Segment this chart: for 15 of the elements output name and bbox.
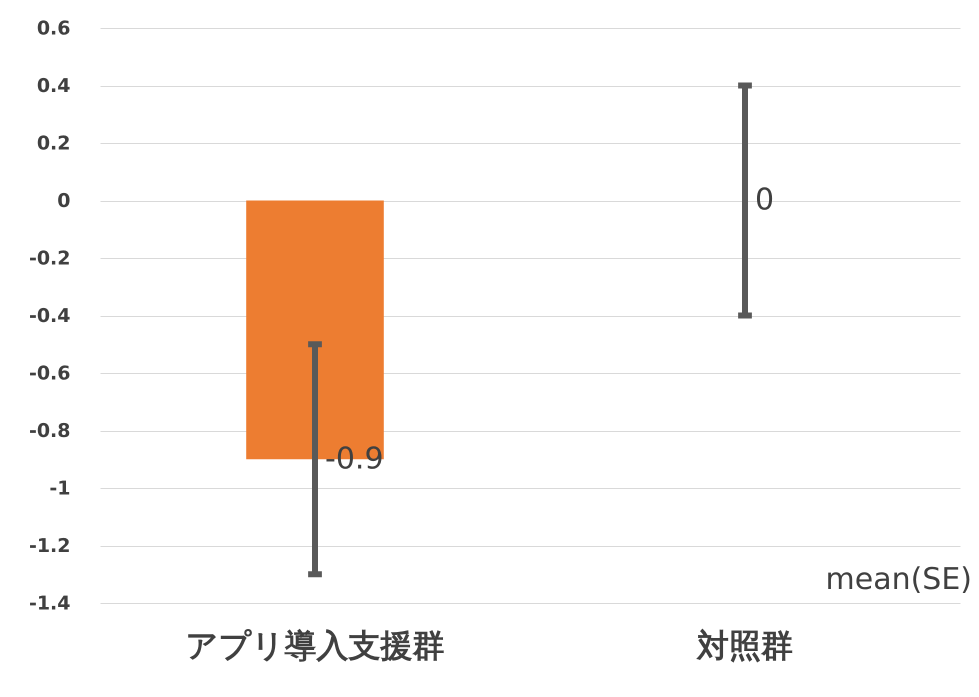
annotation: mean(SE) bbox=[826, 562, 972, 597]
x-tick-label: アプリ導入支援群 bbox=[186, 626, 444, 664]
y-tick-label: -1 bbox=[49, 478, 70, 500]
y-tick-label: -0.6 bbox=[28, 362, 70, 384]
y-tick-label: 0.2 bbox=[36, 132, 70, 154]
y-tick-label: -0.4 bbox=[28, 305, 70, 327]
y-tick-label: -0.2 bbox=[28, 248, 70, 270]
y-tick-label: 0.6 bbox=[36, 18, 70, 40]
y-tick-label: 0.4 bbox=[36, 75, 70, 97]
y-tick-label: -1.4 bbox=[28, 592, 70, 614]
y-tick-label: 0 bbox=[57, 190, 70, 212]
y-tick-label: -1.2 bbox=[28, 535, 70, 557]
y-tick-label: -0.8 bbox=[28, 420, 70, 442]
data-label: 0 bbox=[755, 182, 774, 218]
x-tick-label: 対照群 bbox=[696, 626, 793, 664]
